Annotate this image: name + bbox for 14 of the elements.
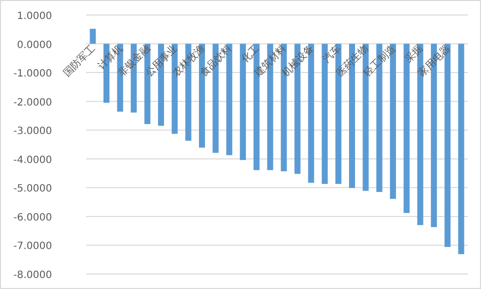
y-tick-label: -1.0000	[13, 68, 52, 80]
x-tick-label: 汽车	[320, 42, 344, 66]
y-tick-label: -7.0000	[13, 241, 52, 252]
y-tick-label: -6.0000	[13, 212, 52, 224]
y-tick-label: -8.0000	[13, 270, 52, 281]
y-tick-label: -3.0000	[13, 126, 52, 138]
x-tick-label: 采掘	[402, 42, 426, 66]
y-tick-label: 1.0000	[17, 11, 52, 22]
y-tick-label: 0.0000	[17, 40, 52, 51]
x-tick-label: 国防军工	[61, 42, 98, 80]
y-tick-label: -4.0000	[13, 154, 52, 166]
x-tick-label: 化工	[239, 42, 262, 66]
y-tick-label: -2.0000	[13, 97, 52, 108]
y-tick-label: -5.0000	[13, 184, 52, 195]
